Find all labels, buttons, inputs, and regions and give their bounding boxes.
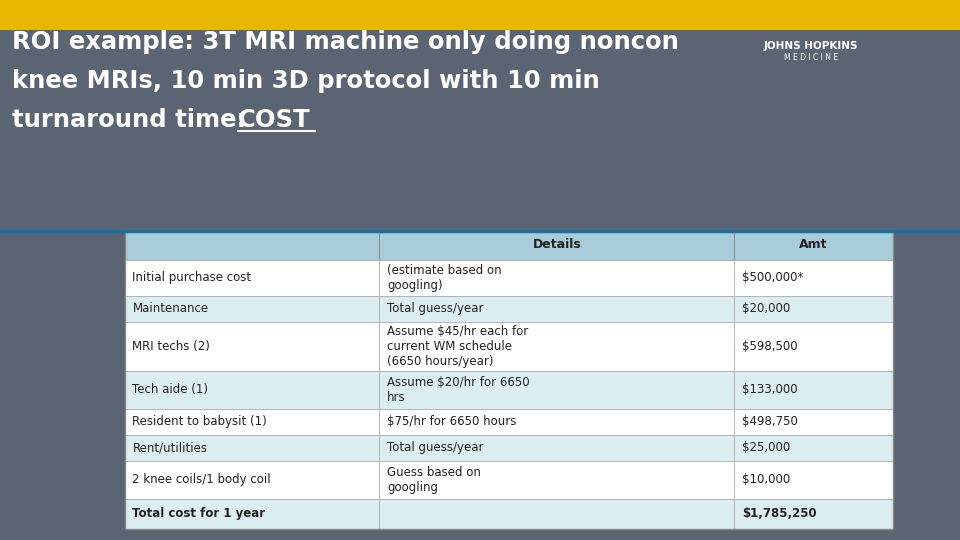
Text: knee MRIs, 10 min 3D protocol with 10 min: knee MRIs, 10 min 3D protocol with 10 mi… [12, 69, 599, 92]
Text: M E D I C I N E: M E D I C I N E [784, 53, 838, 62]
Text: Total guess/year: Total guess/year [387, 441, 484, 454]
Text: Tech aide (1): Tech aide (1) [132, 383, 208, 396]
Text: Details: Details [533, 238, 581, 251]
Text: Total cost for 1 year: Total cost for 1 year [132, 508, 266, 521]
Text: Rent/utilities: Rent/utilities [132, 441, 207, 454]
Text: $598,500: $598,500 [742, 340, 798, 353]
Text: Maintenance: Maintenance [132, 302, 208, 315]
Text: Assume $20/hr for 6650
hrs: Assume $20/hr for 6650 hrs [387, 376, 530, 404]
Text: turnaround time:: turnaround time: [12, 108, 254, 132]
Text: MRI techs (2): MRI techs (2) [132, 340, 210, 353]
Text: $1,785,250: $1,785,250 [742, 508, 817, 521]
Text: ROI example: 3T MRI machine only doing noncon: ROI example: 3T MRI machine only doing n… [12, 30, 679, 53]
Text: $498,750: $498,750 [742, 415, 798, 428]
Text: COST: COST [238, 108, 311, 132]
Text: Guess based on
googling: Guess based on googling [387, 465, 481, 494]
Text: $25,000: $25,000 [742, 441, 790, 454]
Text: Resident to babysit (1): Resident to babysit (1) [132, 415, 267, 428]
Text: Amt: Amt [800, 238, 828, 251]
Text: $20,000: $20,000 [742, 302, 790, 315]
Text: $10,000: $10,000 [742, 473, 790, 486]
Text: Total guess/year: Total guess/year [387, 302, 484, 315]
Text: $500,000*: $500,000* [742, 272, 804, 285]
Text: $133,000: $133,000 [742, 383, 798, 396]
Text: 2 knee coils/1 body coil: 2 knee coils/1 body coil [132, 473, 271, 486]
Text: (estimate based on
googling): (estimate based on googling) [387, 264, 501, 292]
Text: $75/hr for 6650 hours: $75/hr for 6650 hours [387, 415, 516, 428]
Text: Initial purchase cost: Initial purchase cost [132, 272, 252, 285]
Text: Assume $45/hr each for
current WM schedule
(6650 hours/year): Assume $45/hr each for current WM schedu… [387, 325, 528, 368]
Text: JOHNS HOPKINS: JOHNS HOPKINS [764, 41, 858, 51]
